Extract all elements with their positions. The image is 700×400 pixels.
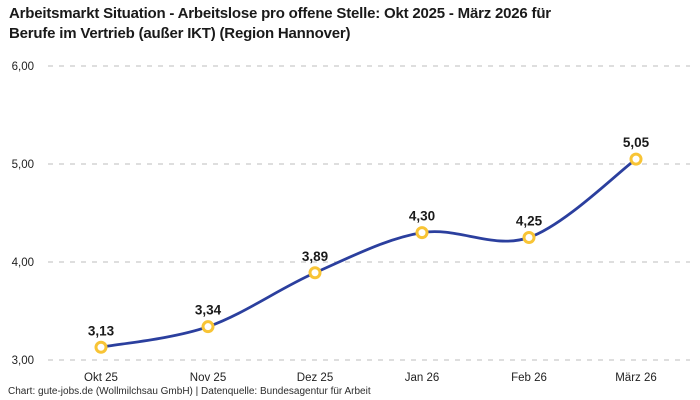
data-point-label: 5,05 (623, 135, 650, 150)
x-tick-label: Jan 26 (405, 372, 440, 384)
y-tick-label: 5,00 (12, 159, 34, 171)
chart-title: Arbeitsmarkt Situation - Arbeitslose pro… (9, 5, 551, 42)
x-tick-label: März 26 (615, 372, 657, 384)
data-point-label: 3,89 (302, 249, 328, 264)
data-point-marker (308, 266, 322, 280)
data-point-label: 4,25 (516, 214, 543, 229)
data-point-marker (522, 231, 536, 244)
x-tick-label: Nov 25 (190, 372, 226, 384)
y-tick-label: 6,00 (12, 61, 34, 73)
data-point-label: 4,30 (409, 209, 435, 224)
data-point-marker (415, 226, 429, 240)
data-line (99, 157, 638, 349)
data-point-marker (94, 340, 108, 354)
data-point-label: 3,13 (88, 323, 115, 338)
data-point-marker (629, 152, 643, 166)
x-tick-label: Okt 25 (84, 372, 118, 384)
y-tick-label: 3,00 (12, 355, 34, 367)
chart-attribution: Chart: gute-jobs.de (Wollmilchsau GmbH) … (8, 386, 371, 397)
y-tick-label: 4,00 (12, 257, 34, 269)
x-tick-label: Feb 26 (511, 372, 547, 384)
x-tick-label: Dez 25 (297, 372, 333, 384)
data-point-marker (201, 320, 215, 334)
data-point-label: 3,34 (195, 303, 222, 318)
